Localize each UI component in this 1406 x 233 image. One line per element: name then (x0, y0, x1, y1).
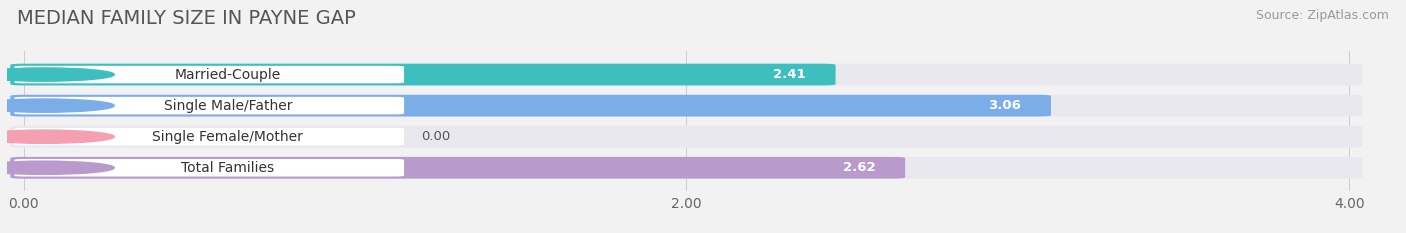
Text: Single Male/Father: Single Male/Father (163, 99, 292, 113)
Circle shape (0, 130, 114, 143)
FancyBboxPatch shape (10, 157, 905, 179)
FancyBboxPatch shape (10, 95, 1362, 116)
Circle shape (0, 68, 114, 81)
Text: Married-Couple: Married-Couple (174, 68, 281, 82)
Text: Source: ZipAtlas.com: Source: ZipAtlas.com (1256, 9, 1389, 22)
Circle shape (0, 161, 114, 174)
Text: MEDIAN FAMILY SIZE IN PAYNE GAP: MEDIAN FAMILY SIZE IN PAYNE GAP (17, 9, 356, 28)
Text: 2.62: 2.62 (842, 161, 876, 174)
FancyBboxPatch shape (10, 95, 1050, 116)
FancyBboxPatch shape (14, 159, 404, 177)
Text: Single Female/Mother: Single Female/Mother (152, 130, 304, 144)
FancyBboxPatch shape (14, 128, 404, 145)
Text: Total Families: Total Families (181, 161, 274, 175)
FancyBboxPatch shape (14, 97, 404, 114)
FancyBboxPatch shape (10, 157, 1362, 179)
Circle shape (0, 99, 114, 112)
Text: 0.00: 0.00 (422, 130, 450, 143)
Text: 3.06: 3.06 (988, 99, 1021, 112)
FancyBboxPatch shape (14, 66, 404, 83)
FancyBboxPatch shape (10, 64, 835, 86)
FancyBboxPatch shape (10, 64, 1362, 86)
FancyBboxPatch shape (10, 126, 1362, 147)
Text: 2.41: 2.41 (773, 68, 806, 81)
